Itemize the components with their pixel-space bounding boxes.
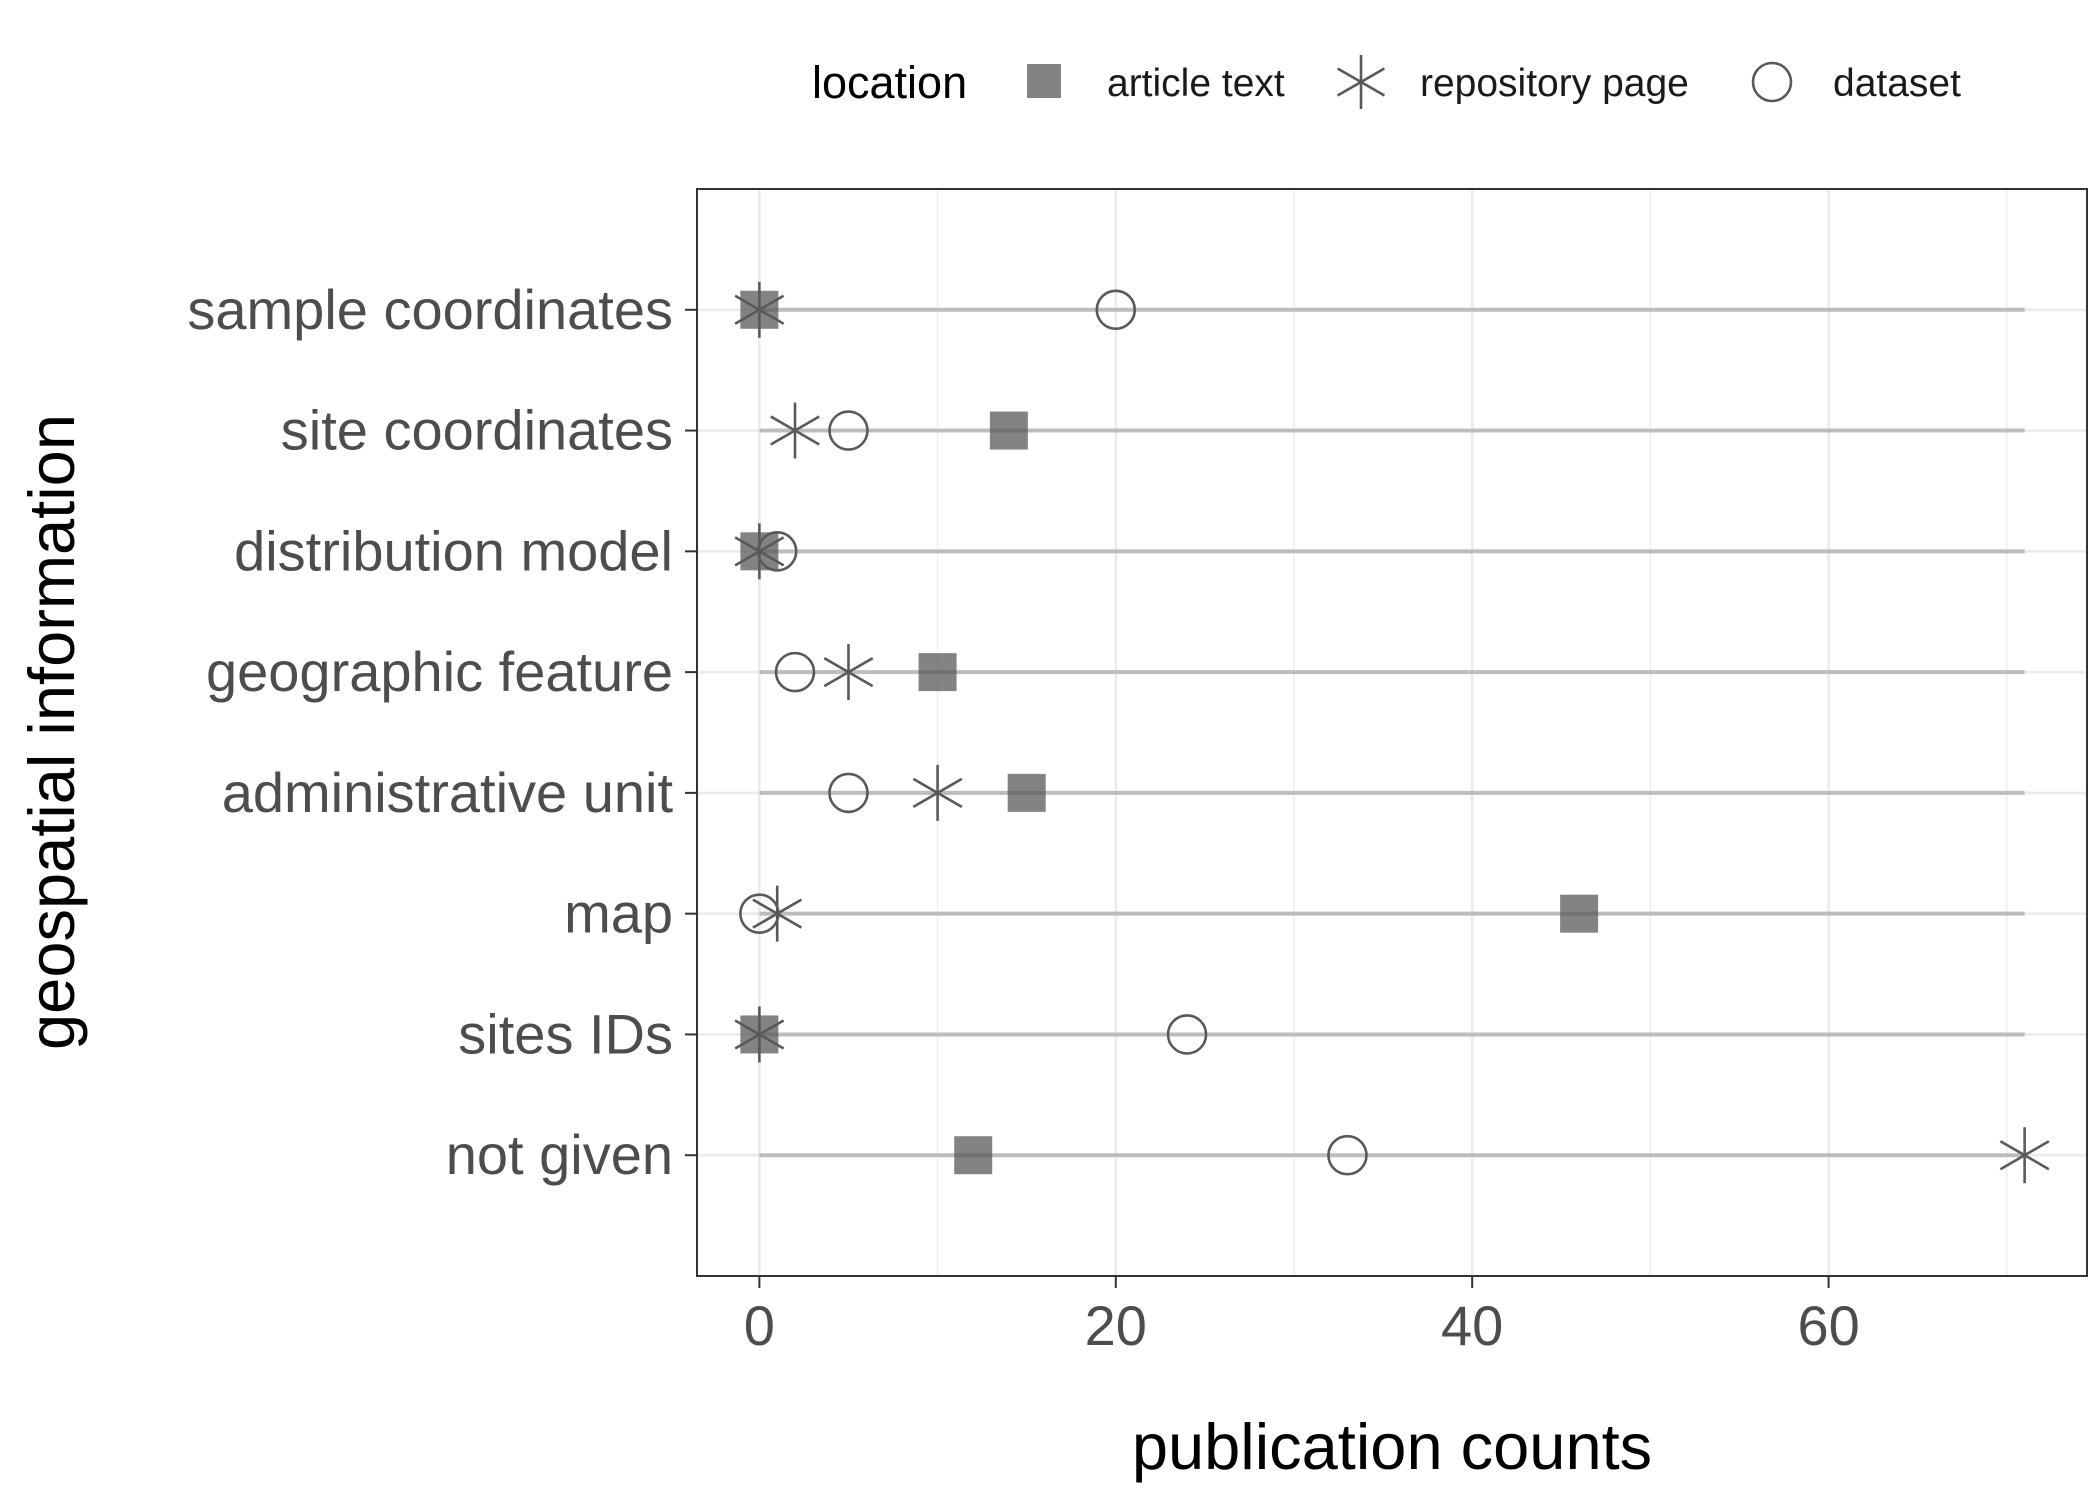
category-label-geographic-feature: geographic feature [206,640,673,703]
y-axis-title: geospatial information [15,414,88,1050]
legend: location article text repository page da… [812,55,1961,109]
point-article-text-geographic-feature [919,653,957,691]
x-tick-label-20: 20 [1085,1294,1147,1357]
category-label-map: map [564,882,673,945]
x-axis-title: publication counts [1132,1410,1652,1483]
legend-label-dataset: dataset [1833,62,1961,105]
category-label-site-coordinates: site coordinates [281,399,673,462]
x-tick-label-0: 0 [744,1294,775,1357]
category-label-distribution-model: distribution model [234,519,673,582]
legend-label-repository-page: repository page [1420,62,1689,105]
plot-panel [697,189,2087,1276]
legend-key-dataset [1753,63,1791,101]
point-article-text-administrative-unit [1008,774,1046,812]
category-label-sites-ids: sites IDs [458,1002,673,1065]
category-label-administrative-unit: administrative unit [222,761,674,824]
category-label-not-given: not given [446,1123,673,1186]
legend-key-article-text [1027,64,1061,98]
point-article-text-map [1560,895,1598,933]
point-article-text-not-given [954,1136,992,1174]
legend-key-repository-page [1338,55,1385,109]
x-tick-label-40: 40 [1441,1294,1503,1357]
y-axis: sample coordinates site coordinates distri… [187,278,697,1186]
legend-title: location [812,57,967,108]
x-tick-label-60: 60 [1797,1294,1859,1357]
legend-label-article-text: article text [1107,62,1285,105]
point-article-text-site-coordinates [990,412,1028,450]
x-axis: 0 20 40 60 [744,1276,1860,1357]
category-label-sample-coordinates: sample coordinates [187,278,673,341]
